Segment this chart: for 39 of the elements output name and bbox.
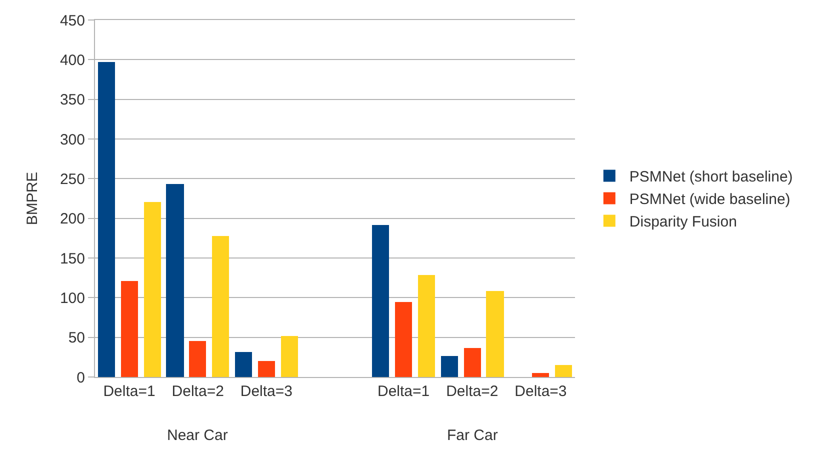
bar (258, 361, 275, 377)
bar (212, 236, 229, 377)
bar (98, 62, 115, 377)
text: Far Car (447, 427, 498, 444)
y-tick-label: 300 (60, 131, 85, 148)
x-tick-label: Delta=3 (240, 383, 292, 400)
bar (189, 341, 206, 377)
legend-label: Disparity Fusion (629, 214, 737, 231)
y-tick-label: 150 (60, 250, 85, 268)
x-tick-label: Delta=2 (446, 383, 498, 400)
legend-label: PSMNet (wide baseline) (629, 191, 790, 208)
y-tick-label: 200 (60, 210, 85, 228)
bar (235, 352, 252, 377)
bar (121, 281, 138, 377)
x-tick-label: Delta=1 (378, 383, 430, 400)
bar (395, 302, 412, 377)
y-tick-label: 450 (60, 12, 85, 30)
y-tick-label: 100 (60, 290, 85, 307)
x-tick-label: Delta=1 (103, 383, 156, 400)
bar (555, 365, 572, 377)
y-tick-label: 350 (60, 92, 85, 109)
x-tick-label: Delta=2 (172, 383, 224, 400)
bar (532, 373, 549, 377)
bar (486, 291, 504, 377)
bar (166, 184, 184, 377)
text: Near Car (167, 427, 228, 444)
bar (418, 275, 435, 377)
bar (441, 356, 458, 377)
bar (144, 202, 161, 377)
y-tick-label: 250 (60, 170, 85, 188)
y-tick-label: 0 (76, 369, 85, 386)
y-tick-label: 50 (68, 330, 85, 347)
y-tick-label: 400 (60, 52, 85, 69)
bar (281, 336, 298, 377)
legend-label: PSMNet (short baseline) (629, 168, 793, 186)
y-axis-title: BMPRE (24, 172, 42, 226)
bar (464, 348, 481, 377)
x-tick-label: Delta=3 (514, 383, 567, 400)
bar (372, 225, 389, 377)
